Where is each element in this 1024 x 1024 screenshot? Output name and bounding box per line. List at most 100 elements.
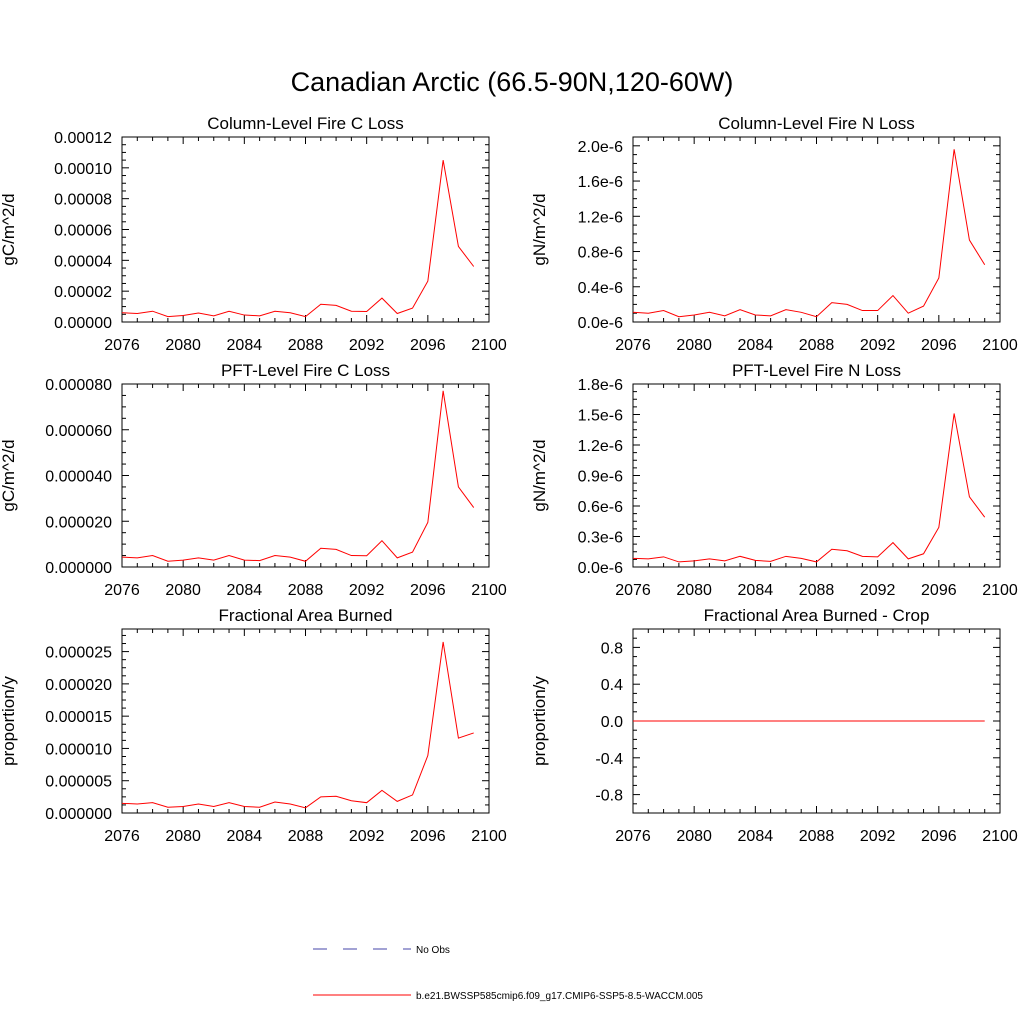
x-tick-label: 2096: [921, 828, 957, 845]
x-tick-label: 2080: [676, 337, 712, 354]
y-axis-label: proportion/y: [0, 676, 18, 766]
y-tick-label: 0.000025: [45, 645, 112, 662]
x-tick-label: 2088: [799, 337, 835, 354]
y-axis-label: gC/m^2/d: [0, 439, 18, 511]
y-tick-label: 0.3e-6: [578, 530, 623, 547]
y-axis-label: gN/m^2/d: [530, 439, 549, 511]
panel-title: Fractional Area Burned - Crop: [704, 606, 930, 625]
plot-frame: [121, 383, 490, 568]
x-tick-label: 2096: [410, 582, 446, 599]
y-tick-label: 0.4e-6: [578, 280, 623, 297]
series-line: [632, 413, 986, 563]
y-tick-label: 0.000020: [45, 677, 112, 694]
x-tick-label: 2080: [676, 582, 712, 599]
x-tick-label: 2084: [738, 582, 774, 599]
chart-panel-6: 2076 2080 2084 2088 2092 2096 2100 -0.8 -0.4 0.0 0…: [530, 606, 1018, 845]
y-tick-label: 1.2e-6: [578, 438, 623, 455]
chart-panel-4: 2076 2080 2084 2088 2092 2096 2100 0.0e-6 0.3e-6…: [530, 361, 1018, 599]
y-tick-label: 0.000000: [45, 806, 112, 823]
x-tick-label: 2084: [227, 828, 263, 845]
y-tick-label: 0.4: [601, 677, 623, 694]
x-tick-label: 2076: [104, 828, 140, 845]
y-tick-label: 0.0e-6: [578, 560, 623, 577]
panel-title: PFT-Level Fire C Loss: [221, 361, 390, 380]
y-tick-label: 0.000000: [45, 560, 112, 577]
x-tick-label: 2092: [349, 828, 385, 845]
chart-panel-5: 2076 2080 2084 2088 2092 2096 2100 0.000000 0.00…: [0, 606, 507, 845]
panel-title: Column-Level Fire N Loss: [718, 114, 915, 133]
y-axis-label: proportion/y: [530, 676, 549, 766]
x-tick-label: 2096: [410, 337, 446, 354]
series-line: [632, 149, 986, 318]
x-tick-label: 2092: [349, 337, 385, 354]
x-tick-label: 2080: [165, 828, 201, 845]
y-tick-label: 0.8: [601, 640, 623, 657]
x-tick-label: 2084: [738, 828, 774, 845]
y-tick-label: 0.6e-6: [578, 499, 623, 516]
y-tick-label: 0.00006: [54, 223, 112, 240]
y-tick-label: 0.000015: [45, 709, 112, 726]
y-tick-label: 0.00002: [54, 284, 112, 301]
y-tick-label: 0.000005: [45, 774, 112, 791]
y-axis-label: gN/m^2/d: [530, 193, 549, 265]
x-tick-label: 2076: [615, 337, 651, 354]
x-tick-label: 2092: [349, 582, 385, 599]
x-tick-label: 2096: [410, 828, 446, 845]
x-tick-label: 2088: [799, 828, 835, 845]
y-tick-label: 1.2e-6: [578, 209, 623, 226]
plot-frame: [121, 628, 490, 814]
panel-title: PFT-Level Fire N Loss: [732, 361, 901, 380]
x-tick-label: 2076: [104, 582, 140, 599]
x-tick-label: 2088: [288, 828, 324, 845]
y-tick-label: 0.00000: [54, 315, 112, 332]
panels: 2076 2080 2084 2088 2092 2096 2100 0.00000 0.000…: [0, 114, 1018, 845]
x-tick-label: 2100: [982, 582, 1018, 599]
y-tick-label: 0.000040: [45, 469, 112, 486]
series-line: [121, 390, 475, 562]
y-tick-label: 0.000080: [45, 377, 112, 394]
x-tick-label: 2100: [471, 582, 507, 599]
x-tick-label: 2080: [165, 337, 201, 354]
x-tick-label: 2092: [860, 337, 896, 354]
x-tick-label: 2092: [860, 828, 896, 845]
x-tick-label: 2100: [982, 828, 1018, 845]
y-axis-label: gC/m^2/d: [0, 193, 18, 265]
panel-title: Fractional Area Burned: [219, 606, 393, 625]
x-tick-label: 2088: [288, 582, 324, 599]
x-tick-label: 2096: [921, 582, 957, 599]
series-line: [121, 160, 475, 318]
y-tick-label: 1.8e-6: [578, 377, 623, 394]
x-tick-label: 2088: [288, 337, 324, 354]
panel-title: Column-Level Fire C Loss: [207, 114, 404, 133]
x-tick-label: 2100: [471, 337, 507, 354]
x-tick-label: 2088: [799, 582, 835, 599]
y-tick-label: -0.4: [595, 751, 623, 768]
chart-panel-2: 2076 2080 2084 2088 2092 2096 2100 0.0e-6 0.4e-6…: [530, 114, 1018, 354]
series-line: [121, 641, 474, 809]
y-tick-label: 2.0e-6: [578, 139, 623, 156]
y-tick-label: -0.8: [595, 788, 623, 805]
legend-label-no-obs: No Obs: [416, 945, 450, 956]
x-tick-label: 2100: [982, 337, 1018, 354]
y-tick-label: 0.00010: [54, 161, 112, 178]
x-tick-label: 2100: [471, 828, 507, 845]
chart-panel-1: 2076 2080 2084 2088 2092 2096 2100 0.00000 0.000…: [0, 114, 507, 354]
x-tick-label: 2084: [227, 582, 263, 599]
x-tick-label: 2080: [165, 582, 201, 599]
y-tick-label: 0.000020: [45, 514, 112, 531]
chart-panel-3: 2076 2080 2084 2088 2092 2096 2100 0.000000 0.00…: [0, 361, 507, 599]
y-tick-label: 0.9e-6: [578, 469, 623, 486]
x-tick-label: 2076: [104, 337, 140, 354]
legend: No Obs b.e21.BWSSP585cmip6.f09_g17.CMIP6…: [313, 945, 703, 1002]
plot-frame: [632, 383, 1001, 568]
x-tick-label: 2076: [615, 582, 651, 599]
y-tick-label: 1.5e-6: [578, 408, 623, 425]
x-tick-label: 2084: [227, 337, 263, 354]
figure-title: Canadian Arctic (66.5-90N,120-60W): [291, 67, 734, 97]
x-tick-label: 2084: [738, 337, 774, 354]
y-tick-label: 1.6e-6: [578, 174, 623, 191]
y-tick-label: 0.0e-6: [578, 315, 623, 332]
y-tick-label: 0.000010: [45, 741, 112, 758]
y-tick-label: 0.8e-6: [578, 245, 623, 262]
